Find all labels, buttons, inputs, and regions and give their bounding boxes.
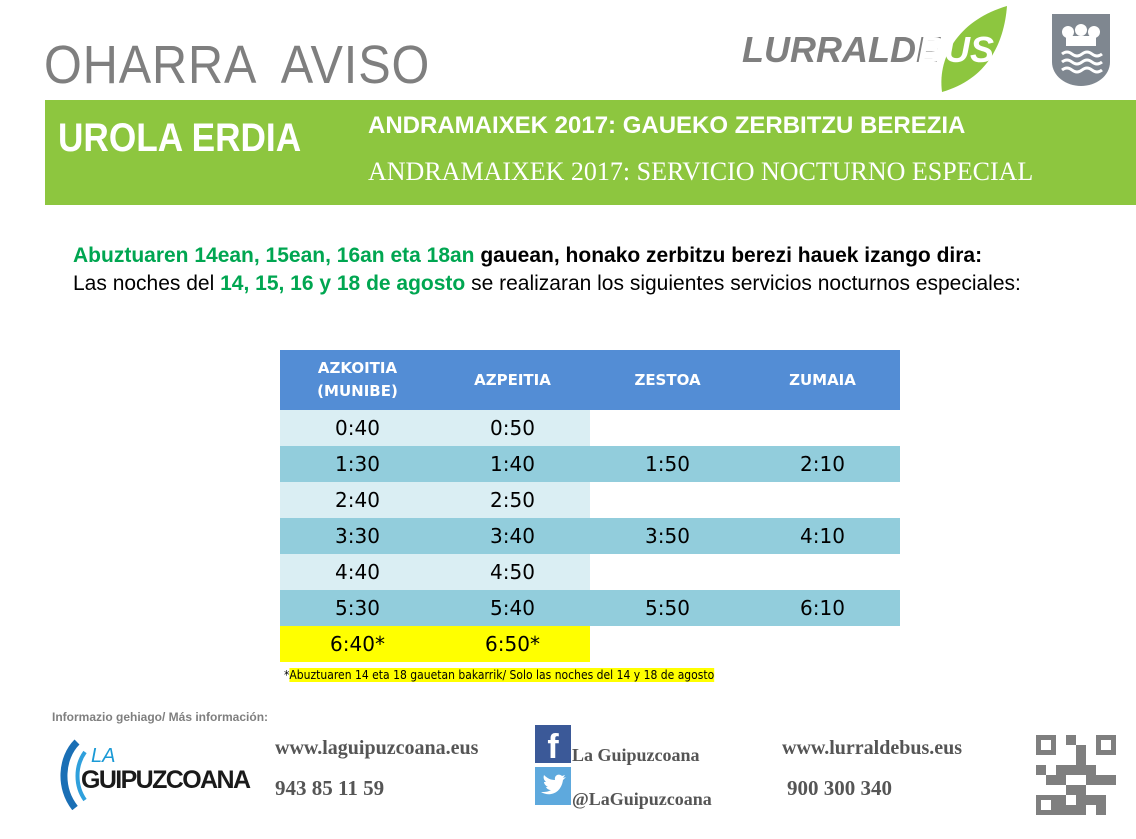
cell: 0:50 xyxy=(435,410,590,446)
cell: 5:50 xyxy=(590,590,745,626)
more-info-label: Informazio gehiago/ Más información: xyxy=(52,710,269,724)
svg-text:LURRALDE: LURRALDE xyxy=(742,29,941,70)
twitter-icon[interactable] xyxy=(535,767,571,805)
table-row: 2:40 2:50 xyxy=(280,482,900,518)
cell xyxy=(745,410,900,446)
table-header: AZKOITIA (MUNIBE) AZPEITIA ZESTOA ZUMAIA xyxy=(280,350,900,410)
intro-basque: Abuztuaren 14ean, 15ean, 16an eta 18an g… xyxy=(73,242,1105,270)
cell: 3:40 xyxy=(435,518,590,554)
cell: 6:10 xyxy=(745,590,900,626)
cell: 6:40* xyxy=(280,626,435,662)
cell: 5:30 xyxy=(280,590,435,626)
cell: 1:50 xyxy=(590,446,745,482)
facebook-link[interactable]: La Guipuzcoana xyxy=(572,745,700,765)
region-name: UROLA ERDIA xyxy=(58,116,302,160)
heading-basque: ANDRAMAIXEK 2017: GAUEKO ZERBITZU BEREZI… xyxy=(368,112,966,139)
cell xyxy=(745,554,900,590)
laguipuzcoana-website-link[interactable]: www.laguipuzcoana.eus xyxy=(275,737,479,759)
cell: 1:30 xyxy=(280,446,435,482)
cell xyxy=(590,554,745,590)
cell: 4:40 xyxy=(280,554,435,590)
cell: 4:50 xyxy=(435,554,590,590)
svg-text:BUS: BUS xyxy=(918,29,994,70)
cell: 2:10 xyxy=(745,446,900,482)
svg-text:LA: LA xyxy=(91,745,115,767)
cell: 3:50 xyxy=(590,518,745,554)
header-azkoitia: AZKOITIA (MUNIBE) xyxy=(280,350,435,410)
cell: 2:40 xyxy=(280,482,435,518)
cell: 6:50* xyxy=(435,626,590,662)
dates-spanish: 14, 15, 16 y 18 de agosto xyxy=(220,272,466,295)
cell xyxy=(745,482,900,518)
table-row: 6:40* 6:50* xyxy=(280,626,900,662)
intro-spanish: Las noches del 14, 15, 16 y 18 de agosto… xyxy=(73,270,1105,298)
qr-code-icon[interactable] xyxy=(1035,735,1117,815)
footnote-text: Abuztuaren 14 eta 18 gauetan bakarrik/ S… xyxy=(289,668,715,682)
table-row: 5:30 5:40 5:50 6:10 xyxy=(280,590,900,626)
gipuzkoa-shield-icon xyxy=(1052,14,1110,86)
header-zumaia: ZUMAIA xyxy=(745,350,900,410)
intro-spanish-text: se realizaran los siguientes servicios n… xyxy=(465,272,1021,295)
dates-basque: Abuztuaren 14ean, 15ean, 16an eta 18an xyxy=(73,244,475,267)
table-row: 1:30 1:40 1:50 2:10 xyxy=(280,446,900,482)
cell: 2:50 xyxy=(435,482,590,518)
cell: 4:10 xyxy=(745,518,900,554)
cell: 1:40 xyxy=(435,446,590,482)
table-row: 0:40 0:50 xyxy=(280,410,900,446)
lurraldebus-website-link[interactable]: www.lurraldebus.eus xyxy=(782,737,963,759)
lurraldebus-logo: LURRALDE BUS xyxy=(742,6,1007,92)
intro-basque-text: gauean, honako zerbitzu berezi hauek iza… xyxy=(474,244,983,267)
table-row: 3:30 3:40 3:50 4:10 xyxy=(280,518,900,554)
header-zestoa: ZESTOA xyxy=(590,350,745,410)
cell xyxy=(590,482,745,518)
la-guipuzcoana-logo: LA GUIPUZCOANA xyxy=(60,739,251,810)
schedule-table: AZKOITIA (MUNIBE) AZPEITIA ZESTOA ZUMAIA… xyxy=(280,350,900,662)
facebook-icon[interactable]: f xyxy=(535,725,571,763)
banner xyxy=(45,100,1136,205)
laguipuzcoana-phone: 943 85 11 59 xyxy=(275,776,385,800)
footnote: *Abuztuaren 14 eta 18 gauetan bakarrik/ … xyxy=(284,668,715,682)
cell: 5:40 xyxy=(435,590,590,626)
heading-spanish: ANDRAMAIXEK 2017: SERVICIO NOCTURNO ESPE… xyxy=(368,157,1034,186)
intro-spanish-pre: Las noches del xyxy=(73,272,221,295)
cell: 0:40 xyxy=(280,410,435,446)
cell: 3:30 xyxy=(280,518,435,554)
header-azpeitia: AZPEITIA xyxy=(435,350,590,410)
cell xyxy=(745,626,900,662)
lurraldebus-phone: 900 300 340 xyxy=(787,776,892,800)
cell xyxy=(590,410,745,446)
svg-text:GUIPUZCOANA: GUIPUZCOANA xyxy=(81,766,251,794)
page-title: OHARRA AVISO xyxy=(44,35,431,95)
footnote-star: * xyxy=(284,668,290,682)
twitter-link[interactable]: @LaGuipuzcoana xyxy=(572,789,712,809)
table-row: 4:40 4:50 xyxy=(280,554,900,590)
cell xyxy=(590,626,745,662)
